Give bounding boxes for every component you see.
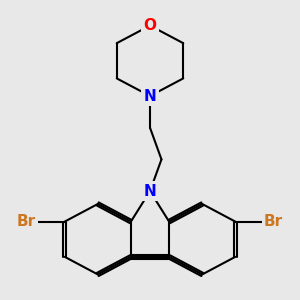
Text: N: N	[144, 88, 156, 104]
Text: N: N	[144, 184, 156, 199]
Text: Br: Br	[17, 214, 36, 229]
Text: Br: Br	[264, 214, 283, 229]
Text: O: O	[143, 18, 157, 33]
